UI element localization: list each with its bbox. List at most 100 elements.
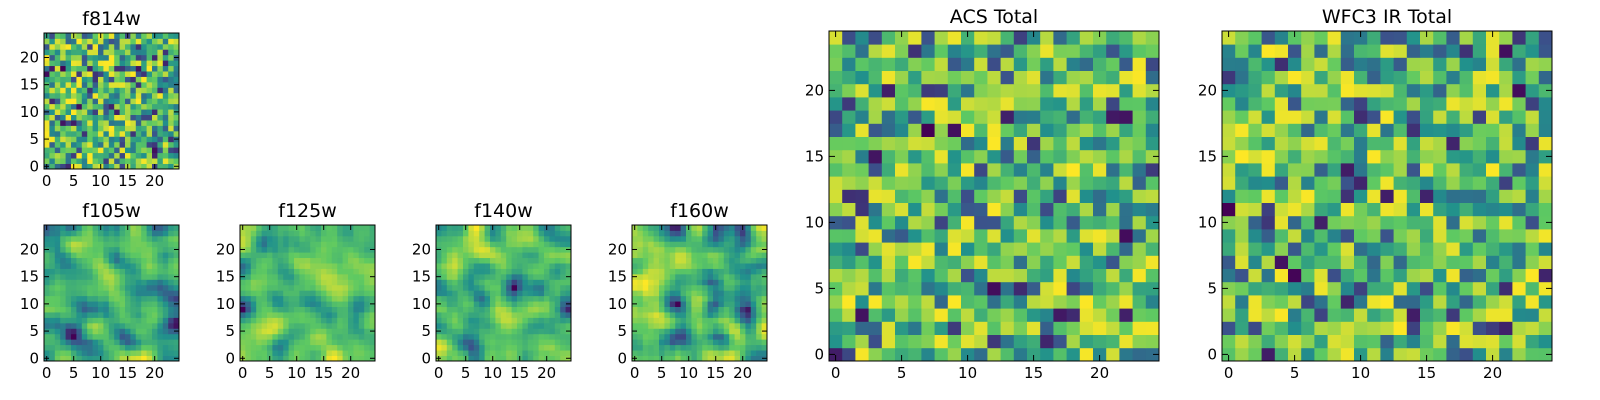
heatmap-cell (1538, 123, 1553, 137)
heatmap-cell (637, 339, 644, 346)
heatmap-cell (1132, 268, 1147, 283)
heatmap-cell (522, 268, 529, 275)
heatmap-cell (490, 246, 496, 253)
heatmap-cell (538, 290, 545, 297)
heatmap-cell (81, 344, 88, 351)
heatmap-cell (522, 290, 529, 297)
heatmap-cell (304, 290, 311, 297)
heatmap-cell (691, 230, 698, 237)
heatmap-cell (842, 215, 856, 230)
heatmap-cell (321, 322, 327, 329)
heatmap-cell (108, 76, 115, 83)
heatmap-cell (304, 295, 311, 302)
heatmap-cell (141, 103, 147, 110)
heatmap-cell (538, 279, 545, 286)
heatmap-cell (1314, 57, 1328, 71)
heatmap-cell (1040, 123, 1054, 137)
heatmap-cell (1027, 295, 1041, 309)
heatmap-cell (49, 147, 56, 154)
heatmap-cell (321, 312, 327, 318)
heatmap-cell (87, 49, 93, 56)
heatmap-cell (446, 257, 453, 264)
heatmap-cell (108, 65, 115, 72)
heatmap-cell (1027, 149, 1041, 164)
heatmap-cell (517, 290, 523, 297)
heatmap-cell (1040, 347, 1054, 362)
heatmap-cell (934, 163, 949, 177)
heatmap-cell (1406, 255, 1421, 269)
heatmap-cell (152, 158, 158, 164)
heatmap-cell (92, 76, 99, 83)
heatmap-cell (81, 125, 88, 132)
heatmap-cell (60, 65, 66, 72)
heatmap-cell (1106, 136, 1120, 151)
heatmap-cell (146, 43, 153, 50)
heatmap-cell (337, 290, 343, 297)
heatmap-cell (162, 328, 169, 335)
heatmap-cell (1486, 110, 1500, 124)
heatmap-cell (446, 328, 453, 335)
heatmap-cell (1288, 31, 1302, 45)
heatmap-cell (1013, 295, 1028, 309)
heatmap-cell (135, 136, 142, 143)
heatmap-cell (500, 241, 507, 248)
heatmap-cell (81, 87, 88, 94)
heatmap-cell (315, 306, 322, 313)
panel-title: WFC3 IR Total (1322, 6, 1452, 28)
heatmap-cell (750, 333, 757, 340)
heatmap-cell (65, 38, 72, 45)
heatmap-cell (294, 241, 300, 248)
heatmap-cell (947, 163, 962, 177)
heatmap-cell (1433, 215, 1447, 230)
heatmap-cell (669, 333, 676, 340)
heatmap-cell (734, 328, 741, 335)
heatmap-cell (495, 295, 502, 302)
heatmap-cell (538, 257, 545, 264)
heatmap-cell (114, 252, 120, 259)
heatmap-cell (98, 333, 104, 340)
heatmap-cell (358, 279, 365, 286)
heatmap-cell (76, 152, 83, 159)
heatmap-cell (842, 110, 856, 124)
heatmap-cell (1393, 110, 1408, 124)
heatmap-cell (1512, 268, 1526, 283)
heatmap-cell (1013, 202, 1028, 217)
heatmap-cell (1314, 334, 1328, 349)
heatmap-cell (1013, 281, 1028, 296)
heatmap-cell (76, 263, 83, 269)
heatmap-cell (1393, 149, 1408, 164)
heatmap-cell (686, 322, 692, 329)
heatmap-cell (1000, 321, 1015, 335)
heatmap-cell (60, 225, 66, 231)
heatmap-cell (1132, 215, 1147, 230)
heatmap-cell (114, 333, 120, 340)
heatmap-cell (288, 295, 295, 302)
heatmap-cell (908, 97, 922, 111)
heatmap-cell (1525, 321, 1540, 335)
heatmap-cell (895, 110, 909, 124)
heatmap-cell (669, 355, 676, 362)
heatmap-cell (326, 241, 333, 248)
heatmap-cell (1486, 123, 1500, 137)
heatmap-cell (637, 333, 644, 340)
heatmap-cell (54, 87, 61, 94)
heatmap-cell (1079, 334, 1094, 349)
heatmap-cell (653, 317, 660, 324)
heatmap-cell (1525, 97, 1540, 111)
heatmap-cell (642, 295, 649, 302)
heatmap-cell (294, 322, 300, 329)
heatmap-cell (686, 339, 692, 346)
heatmap-cell (125, 246, 131, 253)
heatmap-cell (125, 60, 131, 67)
heatmap-cell (473, 284, 480, 291)
heatmap-cell (549, 268, 556, 275)
heatmap-cell (934, 110, 949, 124)
heatmap-cell (1314, 189, 1328, 203)
x-tick-label: 20 (1090, 364, 1109, 382)
heatmap-cell (261, 344, 268, 351)
heatmap-cell (114, 109, 120, 115)
heatmap-cell (87, 33, 93, 39)
heatmap-cell (240, 350, 246, 356)
heatmap-cell (691, 301, 698, 307)
